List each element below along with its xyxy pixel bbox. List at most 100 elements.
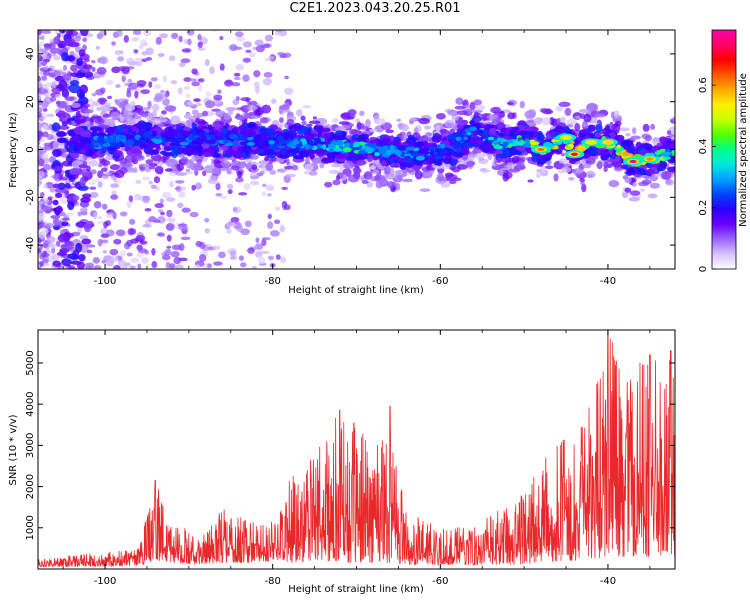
heatmap-blob — [101, 203, 108, 210]
heatmap-blob — [304, 144, 310, 150]
heatmap-blob — [239, 141, 246, 146]
heatmap-blob — [390, 153, 396, 158]
heatmap-blob — [229, 250, 237, 258]
heatmap-blob — [82, 71, 94, 78]
heatmap-blob — [76, 142, 85, 149]
heatmap-blob — [254, 86, 260, 94]
heatmap-blob — [269, 169, 276, 175]
heatmap-blob — [143, 30, 152, 37]
heatmap-blob — [124, 262, 131, 267]
heatmap-blob — [263, 156, 269, 162]
heatmap-blob — [519, 100, 525, 109]
heatmap-blob — [249, 172, 258, 181]
heatmap-blob — [59, 265, 69, 269]
heatmap-blob — [126, 57, 135, 65]
heatmap-blob — [148, 180, 154, 185]
heatmap-peak — [587, 140, 595, 144]
heatmap-blob — [249, 115, 260, 119]
heatmap-blob — [38, 81, 43, 88]
heatmap-blob — [100, 148, 107, 154]
heatmap-blob — [551, 118, 558, 127]
heatmap-blob — [312, 160, 318, 167]
heatmap-blob — [151, 110, 157, 119]
heatmap-blob — [286, 118, 295, 127]
heatmap-blob — [518, 156, 526, 161]
heatmap-blob — [119, 211, 128, 217]
heatmap-blob — [197, 78, 205, 83]
heatmap-blob — [622, 140, 634, 147]
heatmap-blob — [45, 222, 54, 229]
heatmap-blob — [113, 264, 121, 269]
heatmap-blob — [124, 103, 136, 112]
heatmap-blob — [444, 119, 456, 128]
heatmap-blob — [616, 144, 622, 149]
heatmap-blob — [364, 118, 371, 128]
heatmap-blob — [226, 228, 232, 234]
heatmap-blob — [38, 98, 43, 106]
heatmap-blob — [118, 163, 131, 169]
heatmap-blob — [642, 123, 650, 132]
heatmap-blob — [140, 112, 149, 118]
heatmap-blob — [456, 110, 468, 116]
heatmap-blob — [183, 113, 191, 120]
heatmap-blob — [456, 123, 465, 129]
heatmap-blob — [567, 143, 575, 149]
heatmap-blob — [599, 149, 610, 156]
heatmap-blob — [127, 78, 133, 83]
heatmap-blob — [134, 91, 139, 99]
heatmap-blob — [264, 34, 273, 42]
heatmap-blob — [410, 152, 421, 157]
heatmap-blob — [227, 189, 233, 195]
heatmap-blob — [57, 233, 69, 243]
heatmap-blob — [236, 161, 247, 169]
heatmap-blob — [398, 122, 403, 131]
heatmap-blob — [242, 41, 252, 48]
heatmap-blob — [73, 126, 85, 135]
y-tick-label: 0 — [25, 146, 36, 152]
heatmap-blob — [183, 86, 191, 90]
heatmap-blob — [82, 64, 93, 70]
heatmap-blob — [407, 134, 415, 140]
heatmap-blob — [38, 200, 43, 206]
heatmap-blob — [57, 110, 67, 119]
heatmap-blob — [38, 158, 45, 167]
heatmap-blob — [193, 264, 201, 269]
heatmap-blob — [645, 169, 656, 175]
heatmap-blob — [225, 106, 238, 111]
heatmap-blob — [131, 36, 140, 42]
heatmap-blob — [67, 253, 78, 260]
heatmap-blob — [161, 191, 172, 199]
heatmap-blob — [153, 219, 161, 223]
heatmap-blob — [178, 224, 189, 231]
heatmap-blob — [259, 117, 269, 124]
heatmap-blob — [52, 217, 60, 227]
heatmap-blob — [238, 255, 244, 262]
heatmap-blob — [219, 35, 224, 41]
heatmap-blob — [134, 57, 144, 61]
heatmap-blob — [191, 184, 197, 191]
heatmap-blob — [316, 143, 321, 149]
heatmap-blob — [244, 220, 252, 228]
heatmap-blob — [481, 113, 491, 121]
heatmap-blob — [262, 183, 267, 187]
heatmap-blob — [181, 156, 189, 164]
heatmap-blob — [624, 176, 632, 184]
heatmap-blob — [46, 134, 54, 141]
heatmap-blob — [217, 89, 222, 94]
heatmap-blob — [54, 30, 59, 35]
heatmap-blob — [578, 108, 591, 113]
heatmap-blob — [197, 47, 206, 51]
heatmap-blob — [99, 30, 108, 37]
heatmap-blob — [431, 135, 442, 143]
heatmap-blob — [169, 181, 174, 188]
heatmap-blob — [442, 158, 452, 164]
heatmap-blob — [333, 147, 343, 152]
heatmap-blob — [414, 141, 425, 147]
snr-x-axis-label: Height of straight line (km) — [288, 584, 424, 595]
heatmap-blob — [102, 250, 108, 254]
heatmap-blob — [188, 164, 194, 169]
heatmap-blob — [308, 120, 321, 125]
heatmap-blob — [385, 129, 394, 134]
heatmap-blob — [596, 161, 603, 170]
heatmap-blob — [76, 115, 87, 122]
